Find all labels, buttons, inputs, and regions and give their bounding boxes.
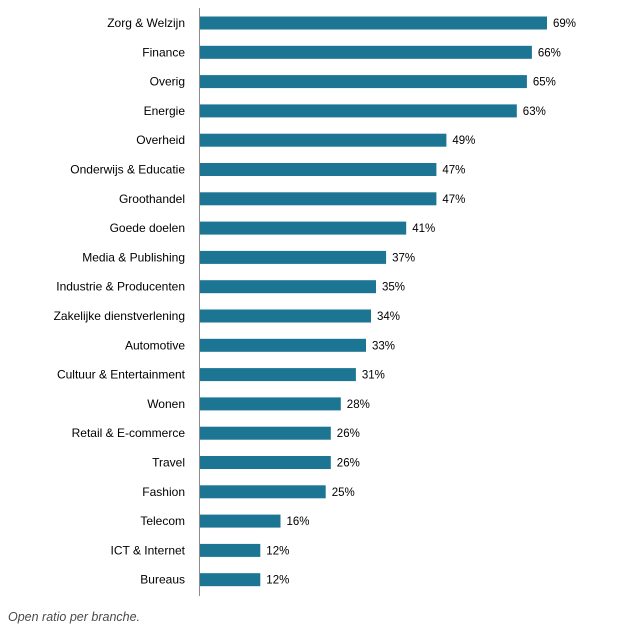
value-label-energie: 63% (523, 106, 546, 118)
bar-telecom (200, 514, 281, 528)
category-label-telecom: Telecom (140, 514, 185, 528)
category-label-media-and-publishing: Media & Publishing (82, 250, 185, 264)
value-label-wonen: 28% (347, 399, 370, 411)
bar-ict-and-internet (200, 543, 261, 557)
value-label-ict-and-internet: 12% (266, 545, 289, 557)
bar-fashion (200, 485, 326, 499)
value-label-zorg-and-welzijn: 69% (553, 18, 576, 30)
bar-media-and-publishing (200, 250, 387, 264)
bar-groothandel (200, 192, 437, 206)
bar-industrie-and-producenten (200, 280, 376, 294)
category-label-wonen: Wonen (147, 397, 185, 411)
category-label-overig: Overig (150, 75, 185, 89)
bars-group (200, 16, 547, 587)
category-label-overheid: Overheid (136, 133, 185, 147)
category-label-energie: Energie (144, 104, 186, 118)
value-label-automotive: 33% (372, 340, 395, 352)
value-label-retail-and-e-commerce: 26% (337, 428, 360, 440)
value-label-telecom: 16% (287, 516, 310, 528)
bar-goede-doelen (200, 221, 407, 235)
category-label-zorg-and-welzijn: Zorg & Welzijn (107, 16, 185, 30)
value-label-travel: 26% (337, 458, 360, 470)
bar-retail-and-e-commerce (200, 426, 331, 440)
value-label-overheid: 49% (452, 135, 475, 147)
category-label-fashion: Fashion (142, 485, 185, 499)
bar-overig (200, 75, 527, 89)
category-label-bureaus: Bureaus (140, 573, 185, 587)
category-label-retail-and-e-commerce: Retail & E-commerce (72, 426, 186, 440)
value-label-bureaus: 12% (266, 575, 289, 587)
value-label-overig: 65% (533, 77, 556, 89)
value-label-zakelijke-dienstverlening: 34% (377, 311, 400, 323)
bar-zorg-and-welzijn (200, 16, 547, 30)
value-label-media-and-publishing: 37% (392, 252, 415, 264)
value-label-cultuur-and-entertainment: 31% (362, 370, 385, 382)
value-label-onderwijs-and-educatie: 47% (442, 165, 465, 177)
bar-finance (200, 45, 532, 59)
category-label-zakelijke-dienstverlening: Zakelijke dienstverlening (54, 309, 185, 323)
category-label-cultuur-and-entertainment: Cultuur & Entertainment (57, 368, 186, 382)
category-label-goede-doelen: Goede doelen (110, 221, 185, 235)
value-labels-group: 69% 66% 65% 63% 49% 47% 47% 41% 37% 35% 34% 33% 31% 2… (266, 18, 576, 587)
value-label-industrie-and-producenten: 35% (382, 282, 405, 294)
category-label-onderwijs-and-educatie: Onderwijs & Educatie (70, 163, 185, 177)
bar-automotive (200, 338, 366, 352)
value-label-groothandel: 47% (442, 194, 465, 206)
category-label-finance: Finance (142, 45, 185, 59)
bar-zakelijke-dienstverlening (200, 309, 371, 323)
value-label-goede-doelen: 41% (412, 223, 435, 235)
category-label-automotive: Automotive (125, 338, 185, 352)
bar-travel (200, 456, 331, 469)
category-label-groothandel: Groothandel (119, 192, 185, 206)
category-labels-group: Zorg & Welzijn Finance Overig Energie Overhe… (54, 16, 186, 587)
bar-cultuur-and-entertainment (200, 368, 356, 382)
bar-energie (200, 104, 517, 118)
category-label-industrie-and-producenten: Industrie & Producenten (56, 280, 185, 294)
category-label-ict-and-internet: ICT & Internet (111, 543, 186, 557)
chart-caption: Open ratio per branche. (8, 610, 141, 624)
bar-bureaus (200, 573, 261, 587)
value-label-fashion: 25% (332, 487, 355, 499)
category-label-travel: Travel (152, 456, 185, 470)
bar-wonen (200, 397, 341, 411)
bar-onderwijs-and-educatie (200, 163, 437, 176)
value-label-finance: 66% (538, 47, 561, 59)
bar-overheid (200, 133, 447, 147)
